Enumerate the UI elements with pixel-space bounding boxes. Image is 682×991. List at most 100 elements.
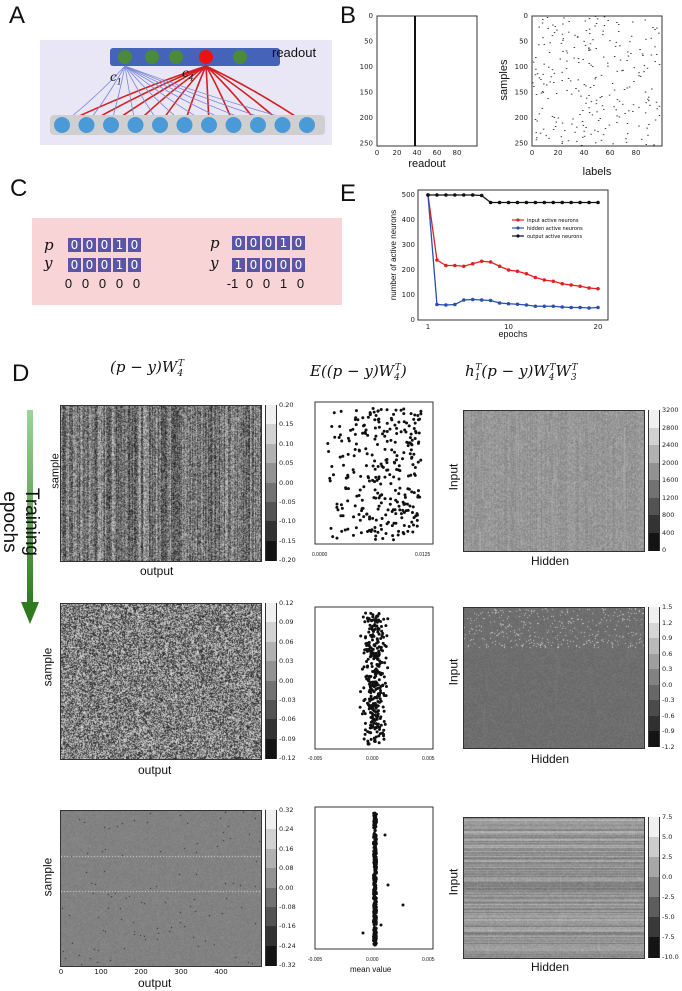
scatter-point bbox=[371, 615, 374, 618]
label-dot bbox=[615, 46, 617, 47]
scatter-point bbox=[367, 643, 370, 646]
scatter-point bbox=[344, 486, 347, 489]
label-dot bbox=[655, 120, 657, 121]
scatter-point bbox=[380, 501, 383, 504]
heatmap-row3-hidden bbox=[463, 817, 645, 959]
scatter-point bbox=[386, 468, 389, 471]
scatter-point bbox=[364, 642, 367, 645]
colorbar-tick: 0.32 bbox=[279, 806, 293, 814]
scatter-point bbox=[361, 712, 364, 715]
row1-scatter-x0: 0.0000 bbox=[312, 552, 327, 558]
xtick: 100 bbox=[94, 968, 108, 976]
scatter-point bbox=[382, 618, 385, 621]
label-dot bbox=[568, 21, 570, 22]
scatter-point bbox=[374, 884, 377, 887]
scatter-point bbox=[373, 727, 376, 730]
label-dot bbox=[649, 105, 651, 106]
label-dot bbox=[609, 125, 611, 126]
colorbar-segment bbox=[265, 700, 277, 720]
label-dot bbox=[549, 42, 551, 43]
label-dot bbox=[590, 50, 592, 51]
scatter-point bbox=[402, 451, 405, 454]
scatter-point bbox=[374, 890, 377, 893]
scatter-point bbox=[371, 665, 374, 668]
series-point bbox=[543, 278, 547, 282]
colorbar-tick: -0.03 bbox=[279, 696, 296, 704]
label-dot bbox=[639, 49, 641, 50]
samples-ylabel: samples bbox=[498, 59, 510, 100]
scatter-point bbox=[355, 409, 358, 412]
scatter-point bbox=[397, 530, 400, 533]
scatter-point bbox=[376, 718, 379, 721]
label-dot bbox=[607, 63, 609, 64]
row2-hidden-label: Hidden bbox=[531, 752, 569, 766]
scatter-point bbox=[333, 411, 336, 414]
c-right-y-vector: 10000 bbox=[232, 256, 307, 274]
label-dot bbox=[564, 130, 566, 131]
series-point bbox=[462, 298, 466, 302]
colorbar-tick: -0.10 bbox=[279, 517, 296, 525]
label-dot bbox=[547, 98, 549, 99]
colorbar-segment bbox=[265, 849, 277, 869]
scatter-point bbox=[374, 849, 377, 852]
scatter-point bbox=[385, 634, 388, 637]
scatter-point bbox=[340, 410, 343, 413]
scatter-point bbox=[355, 423, 358, 426]
label-dot bbox=[575, 88, 577, 89]
ytick: 300 bbox=[402, 241, 415, 249]
hidden-node bbox=[152, 117, 168, 133]
scatter-point bbox=[383, 435, 386, 438]
scatter-point bbox=[354, 433, 357, 436]
scatter-point bbox=[373, 676, 376, 679]
label-dot bbox=[644, 65, 646, 66]
colorbar-segment bbox=[648, 669, 660, 685]
label-dot bbox=[541, 93, 543, 94]
scatter-point bbox=[408, 525, 411, 528]
colorbar-tick: 800 bbox=[662, 511, 674, 519]
scatter-point bbox=[398, 477, 401, 480]
series-point bbox=[551, 279, 555, 283]
label-dot bbox=[638, 75, 640, 76]
legend-marker bbox=[516, 234, 519, 237]
colorbar-segment bbox=[648, 638, 660, 654]
scatter-point bbox=[369, 711, 372, 714]
label-dot bbox=[594, 26, 596, 27]
readout-node bbox=[118, 50, 132, 64]
scatter-point bbox=[400, 430, 403, 433]
scatter-point bbox=[378, 672, 381, 675]
scatter-point bbox=[388, 473, 391, 476]
scatter-point bbox=[383, 710, 386, 713]
scatter-point bbox=[418, 418, 421, 421]
colorbar-segment bbox=[648, 731, 660, 747]
scatter-point bbox=[332, 473, 335, 476]
label-dot bbox=[556, 93, 558, 94]
series-point bbox=[435, 303, 439, 307]
scatter-point bbox=[369, 731, 372, 734]
series-point bbox=[587, 286, 591, 290]
colorbar-segment bbox=[648, 480, 660, 498]
label-dot bbox=[593, 85, 595, 86]
scatter-point bbox=[368, 700, 371, 703]
scatter-point bbox=[347, 453, 350, 456]
label-dot bbox=[607, 20, 609, 21]
c-left-p-vector: 00010 bbox=[68, 236, 143, 254]
scatter-point bbox=[403, 524, 406, 527]
colorbar-segment bbox=[648, 607, 660, 623]
scatter-point bbox=[377, 704, 380, 707]
colorbar-segment bbox=[265, 888, 277, 908]
xtick: 20 bbox=[594, 323, 603, 331]
scatter-point bbox=[414, 422, 417, 425]
scatter-point bbox=[372, 718, 375, 721]
colorbar-tick: -0.20 bbox=[279, 556, 296, 564]
scatter-point bbox=[374, 669, 377, 672]
c1-label: c1 bbox=[110, 70, 122, 86]
series-point bbox=[453, 303, 457, 307]
scatter-point bbox=[327, 450, 330, 453]
label-dot bbox=[542, 108, 544, 109]
label-dot bbox=[622, 104, 624, 105]
scatter-point bbox=[342, 464, 345, 467]
xtick: 0 bbox=[375, 149, 379, 157]
scatter-point bbox=[370, 726, 373, 729]
colorbar-tick: -1.2 bbox=[662, 743, 675, 751]
label-dot bbox=[578, 58, 580, 59]
